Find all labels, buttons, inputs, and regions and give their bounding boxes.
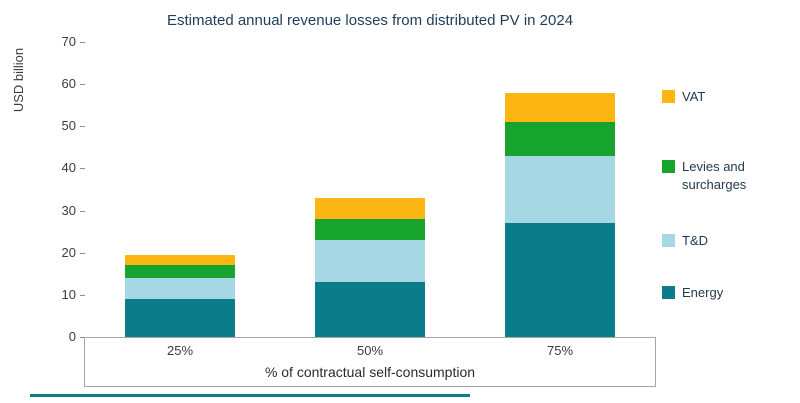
x-axis-box [84, 337, 656, 387]
legend-label-energy: Energy [682, 285, 724, 300]
bar-segment-t-d-75 [505, 155, 615, 224]
legend-item-levies-and-surcharges: Levies and surcharges [662, 158, 774, 194]
y-tick-label-70: 70 [61, 34, 76, 49]
y-tick-label-40: 40 [61, 160, 76, 176]
legend-swatch-levies-and-surcharges [662, 160, 675, 173]
y-tick-label-20: 20 [61, 244, 76, 260]
plot-area [85, 42, 655, 337]
bar-segment-levies-and-surcharges-75 [505, 122, 615, 156]
y-tick-mark-60 [80, 84, 85, 86]
x-category-50: 50% [356, 343, 384, 358]
legend-label-levies-and-surcharges: Levies and surcharges [682, 159, 747, 193]
y-tick-mark-0 [80, 337, 85, 338]
legend-item-t-d: T&D [662, 232, 774, 250]
legend-swatch-t-d [662, 234, 675, 247]
bar-segment-energy-75 [505, 223, 615, 337]
legend-swatch-vat [662, 90, 675, 103]
y-tick-label-0: 0 [68, 329, 76, 344]
y-tick-label-50: 50 [61, 118, 76, 134]
bar-segment-vat-25 [125, 254, 235, 266]
y-tick-label-30: 30 [61, 202, 76, 218]
bottom-divider [30, 394, 470, 397]
legend-label-t-d: T&D [682, 233, 708, 248]
chart-title: Estimated annual revenue losses from dis… [166, 12, 574, 29]
bar-segment-levies-and-surcharges-25 [125, 265, 235, 278]
bar-segment-energy-25 [125, 299, 235, 337]
y-tick-mark-70 [80, 42, 85, 43]
y-tick-mark-10 [80, 294, 85, 296]
x-category-25: 25% [166, 343, 194, 358]
bar-segment-levies-and-surcharges-50 [315, 219, 425, 241]
legend-item-energy: Energy [662, 284, 774, 302]
bar-segment-vat-75 [505, 92, 615, 123]
y-tick-mark-20 [80, 252, 85, 254]
bar-segment-energy-50 [315, 282, 425, 337]
y-axis-label: USD billion [11, 47, 26, 113]
bar-segment-t-d-50 [315, 240, 425, 283]
y-tick-mark-50 [80, 126, 85, 128]
legend-label-vat: VAT [682, 89, 706, 104]
x-axis-label: % of contractual self-consumption [264, 364, 476, 380]
legend-item-vat: VAT [662, 88, 774, 106]
y-tick-label-60: 60 [61, 76, 76, 92]
x-category-75: 75% [546, 343, 574, 358]
bar-segment-vat-50 [315, 197, 425, 219]
y-tick-label-10: 10 [61, 286, 76, 302]
y-tick-mark-40 [80, 168, 85, 170]
legend-swatch-energy [662, 286, 675, 299]
y-tick-mark-30 [80, 210, 85, 212]
bar-segment-t-d-25 [125, 278, 235, 300]
